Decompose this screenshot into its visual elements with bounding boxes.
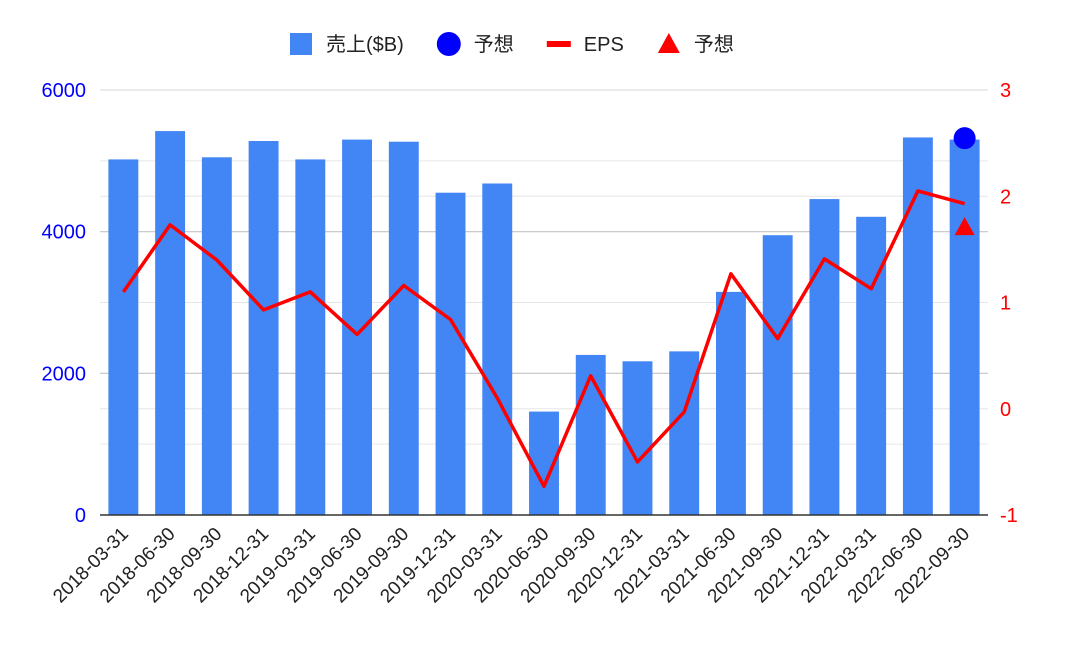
y-right-tick-label: -1 xyxy=(1000,505,1018,527)
bar xyxy=(295,159,326,515)
eps-line-series xyxy=(121,189,966,489)
y-left-tick-label: 4000 xyxy=(42,222,87,244)
bar xyxy=(809,199,840,516)
bar xyxy=(762,235,793,516)
bar xyxy=(482,183,513,515)
y-right-tick-label: 1 xyxy=(1000,293,1011,315)
bar xyxy=(949,139,980,516)
bar xyxy=(155,131,186,516)
legend-label: 予想 xyxy=(694,33,734,56)
bar xyxy=(622,361,653,515)
forecast-points xyxy=(953,127,976,236)
y-left-tick-label: 2000 xyxy=(42,363,87,385)
forecast-eps-point xyxy=(954,217,975,236)
legend-label: 売上($B) xyxy=(326,33,404,56)
bar xyxy=(856,216,887,515)
legend-label: EPS xyxy=(584,34,624,56)
legend: 売上($B) 予想 EPS 予想 xyxy=(290,32,734,56)
legend-swatch-line xyxy=(546,41,571,47)
bar xyxy=(435,192,466,516)
y-right-tick-label: 2 xyxy=(1000,186,1011,208)
bar xyxy=(388,141,419,516)
forecast-revenue-point xyxy=(953,127,976,150)
bar xyxy=(342,139,373,516)
legend-swatch-bar xyxy=(290,33,312,55)
bar xyxy=(108,159,139,515)
legend-swatch-triangle xyxy=(657,33,680,53)
bar-series xyxy=(108,131,980,516)
bar xyxy=(715,291,746,515)
legend-swatch-circle xyxy=(436,32,461,56)
bar xyxy=(248,141,279,515)
y-right-tick-label: 0 xyxy=(1000,399,1011,421)
y-left-tick-label: 6000 xyxy=(42,80,87,102)
legend-label: 予想 xyxy=(474,33,514,56)
eps-line xyxy=(121,189,966,489)
y-right-tick-label: 3 xyxy=(1000,80,1011,102)
bar xyxy=(902,137,933,516)
y-left-tick-label: 0 xyxy=(75,505,86,527)
bar xyxy=(575,354,606,515)
bar xyxy=(201,157,232,515)
